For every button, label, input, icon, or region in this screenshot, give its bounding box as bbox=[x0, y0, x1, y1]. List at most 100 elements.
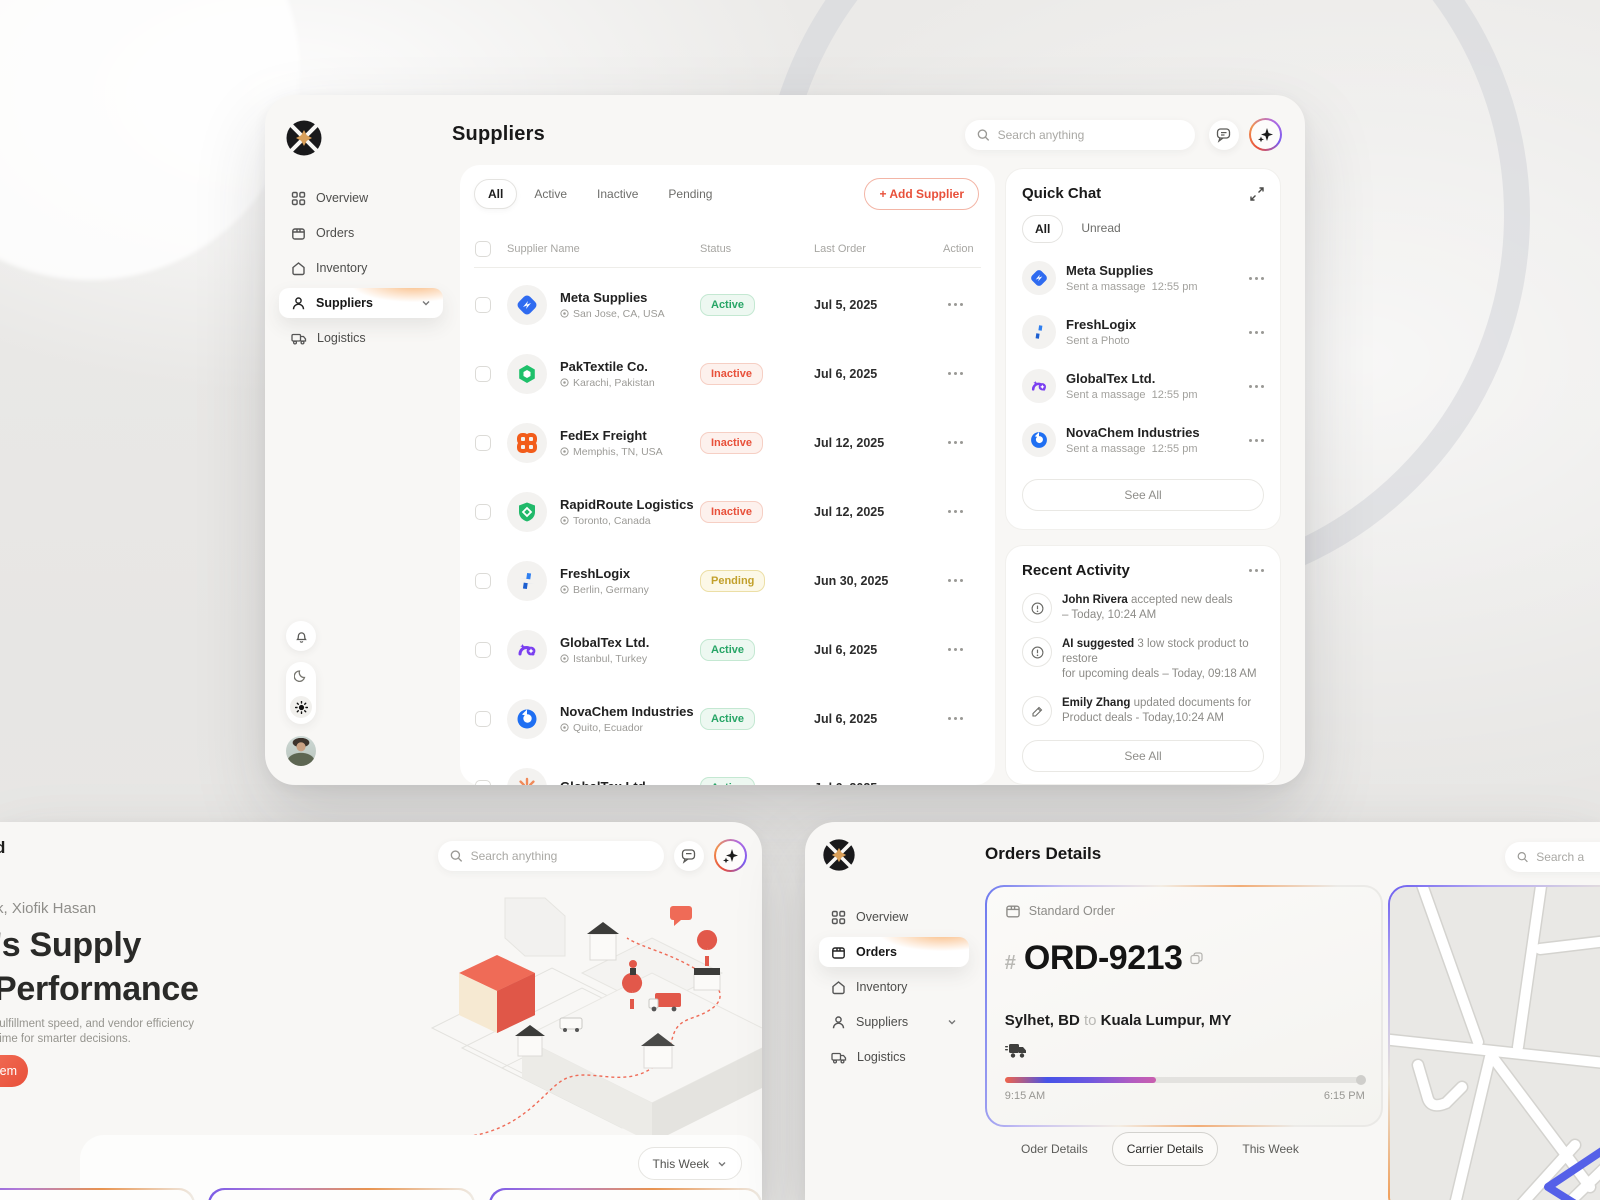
row-checkbox[interactable] bbox=[475, 779, 491, 785]
row-menu-icon[interactable] bbox=[948, 717, 963, 720]
search-input[interactable] bbox=[470, 849, 652, 863]
sidebar-item-orders[interactable]: Orders bbox=[819, 937, 969, 967]
row-menu-icon[interactable] bbox=[948, 303, 963, 306]
col-status: Status bbox=[700, 243, 732, 255]
row-checkbox[interactable] bbox=[475, 641, 491, 658]
ai-assistant-button[interactable] bbox=[1249, 118, 1282, 151]
filter-tab-inactive[interactable]: Inactive bbox=[597, 187, 639, 201]
pin-icon bbox=[560, 447, 569, 456]
grid-icon bbox=[291, 191, 306, 205]
row-menu-icon[interactable] bbox=[948, 510, 963, 513]
search-input[interactable] bbox=[1536, 850, 1600, 864]
map-card bbox=[1388, 885, 1600, 1200]
search-input[interactable] bbox=[997, 128, 1183, 142]
sidebar-item-suppliers[interactable]: Suppliers bbox=[819, 1007, 969, 1037]
add-supplier-button[interactable]: + Add Supplier bbox=[864, 178, 979, 210]
truck-icon bbox=[831, 1052, 847, 1064]
chat-bubble-icon bbox=[681, 849, 696, 864]
expand-icon[interactable] bbox=[1250, 186, 1264, 201]
chat-menu-icon[interactable] bbox=[1249, 276, 1264, 280]
table-row[interactable]: GlobalTex Ltd. Istanbul, Turkey Active J… bbox=[460, 615, 995, 684]
chat-tab-all[interactable]: All bbox=[1022, 215, 1064, 243]
user-avatar[interactable] bbox=[286, 736, 316, 766]
chat-list-item[interactable]: Meta Supplies Sent a massage 12:55 pm bbox=[1022, 251, 1264, 305]
row-checkbox[interactable] bbox=[475, 572, 491, 589]
row-checkbox[interactable] bbox=[475, 710, 491, 727]
tab-carrier-details[interactable]: Carrier Details bbox=[1111, 1132, 1219, 1166]
sidebar-item-suppliers[interactable]: Suppliers bbox=[279, 288, 443, 318]
sidebar-label: Logistics bbox=[857, 1050, 906, 1064]
route-map[interactable] bbox=[1390, 887, 1600, 1200]
row-checkbox[interactable] bbox=[475, 434, 491, 451]
box-icon bbox=[1006, 905, 1020, 918]
sidebar-item-overview[interactable]: Overview bbox=[279, 183, 443, 213]
sidebar-item-logistics[interactable]: Logistics bbox=[279, 323, 443, 353]
sidebar-item-orders[interactable]: Orders bbox=[279, 218, 443, 248]
chat-menu-icon[interactable] bbox=[1249, 438, 1264, 442]
filter-tab-all[interactable]: All bbox=[474, 179, 518, 209]
home-icon bbox=[292, 261, 305, 275]
sidebar-label: Overview bbox=[856, 910, 909, 924]
tab-this-week[interactable]: This Week bbox=[1242, 1142, 1299, 1156]
messages-button[interactable] bbox=[1209, 120, 1239, 150]
table-row[interactable]: PakTextile Co. Karachi, Pakistan Inactiv… bbox=[460, 339, 995, 408]
chat-menu-icon[interactable] bbox=[1249, 384, 1264, 388]
chat-logo-freshlogix-icon bbox=[1022, 315, 1056, 349]
chat-menu-icon[interactable] bbox=[1249, 330, 1264, 334]
table-row[interactable]: RapidRoute Logistics Toronto, Canada Ina… bbox=[460, 477, 995, 546]
supplier-logo-globaltex2-icon bbox=[507, 767, 547, 785]
theme-toggle[interactable] bbox=[286, 662, 316, 724]
copy-icon[interactable] bbox=[1190, 952, 1204, 965]
row-menu-icon[interactable] bbox=[948, 648, 963, 651]
sidebar-item-inventory[interactable]: Inventory bbox=[279, 253, 443, 283]
search-icon bbox=[450, 850, 463, 862]
select-all-checkbox[interactable] bbox=[475, 241, 491, 257]
sun-icon bbox=[294, 700, 308, 714]
row-menu-icon[interactable] bbox=[948, 372, 963, 375]
sidebar-item-inventory[interactable]: Inventory bbox=[819, 972, 969, 1002]
chat-list-item[interactable]: NovaChem Industries Sent a massage 12:55… bbox=[1022, 413, 1264, 467]
status-badge: Active bbox=[700, 776, 756, 785]
table-row[interactable]: NovaChem Industries Quito, Ecuador Activ… bbox=[460, 684, 995, 753]
chat-list-item[interactable]: FreshLogix Sent a Photo bbox=[1022, 305, 1264, 359]
table-row[interactable]: FreshLogix Berlin, Germany Pending Jun 3… bbox=[460, 546, 995, 615]
chevron-down-icon bbox=[948, 1020, 956, 1025]
table-row[interactable]: GlobalTex Ltd. Active Jul 6, 2025 bbox=[460, 753, 995, 785]
sidebar-label: Orders bbox=[316, 226, 355, 240]
cta-button-fragment[interactable]: em bbox=[0, 1055, 28, 1087]
quick-chat-see-all-button[interactable]: See All bbox=[1022, 479, 1264, 511]
row-menu-icon[interactable] bbox=[948, 441, 963, 444]
sidebar-label: Inventory bbox=[316, 261, 368, 275]
ai-assistant-button[interactable] bbox=[714, 839, 747, 872]
recent-activity-title: Recent Activity bbox=[1022, 562, 1130, 579]
chat-list-item[interactable]: GlobalTex Ltd. Sent a massage 12:55 pm bbox=[1022, 359, 1264, 413]
sidebar-item-logistics[interactable]: Logistics bbox=[819, 1042, 969, 1072]
chat-logo-novachem-icon bbox=[1022, 423, 1056, 457]
period-selector[interactable]: This Week bbox=[637, 1147, 742, 1180]
activity-see-all-button[interactable]: See All bbox=[1022, 740, 1264, 772]
progress-fill bbox=[1004, 1076, 1156, 1083]
edit-icon bbox=[1022, 696, 1052, 726]
table-row[interactable]: FedEx Freight Memphis, TN, USA Inactive … bbox=[460, 408, 995, 477]
status-badge: Inactive bbox=[700, 500, 763, 523]
messages-button[interactable] bbox=[674, 841, 704, 871]
light-mode-selected bbox=[290, 696, 312, 718]
tab-order-details[interactable]: Oder Details bbox=[1021, 1142, 1088, 1156]
person-icon bbox=[832, 1015, 845, 1028]
chat-logo-globaltex-icon bbox=[1022, 369, 1056, 403]
row-menu-icon[interactable] bbox=[948, 579, 963, 582]
notifications-button[interactable] bbox=[286, 621, 316, 651]
table-row[interactable]: Meta Supplies San Jose, CA, USA Active J… bbox=[460, 270, 995, 339]
stat-card bbox=[0, 1188, 195, 1200]
home-icon bbox=[832, 980, 845, 994]
row-checkbox[interactable] bbox=[475, 365, 491, 382]
activity-menu-icon[interactable] bbox=[1249, 569, 1264, 572]
filter-tab-pending[interactable]: Pending bbox=[668, 187, 713, 201]
sidebar-item-overview[interactable]: Overview bbox=[819, 902, 969, 932]
row-checkbox[interactable] bbox=[475, 296, 491, 313]
status-badge: Inactive bbox=[700, 431, 763, 454]
page-title: Orders Details bbox=[985, 844, 1102, 863]
filter-tab-active[interactable]: Active bbox=[534, 187, 568, 201]
row-checkbox[interactable] bbox=[475, 503, 491, 520]
chat-tab-unread[interactable]: Unread bbox=[1081, 221, 1121, 235]
